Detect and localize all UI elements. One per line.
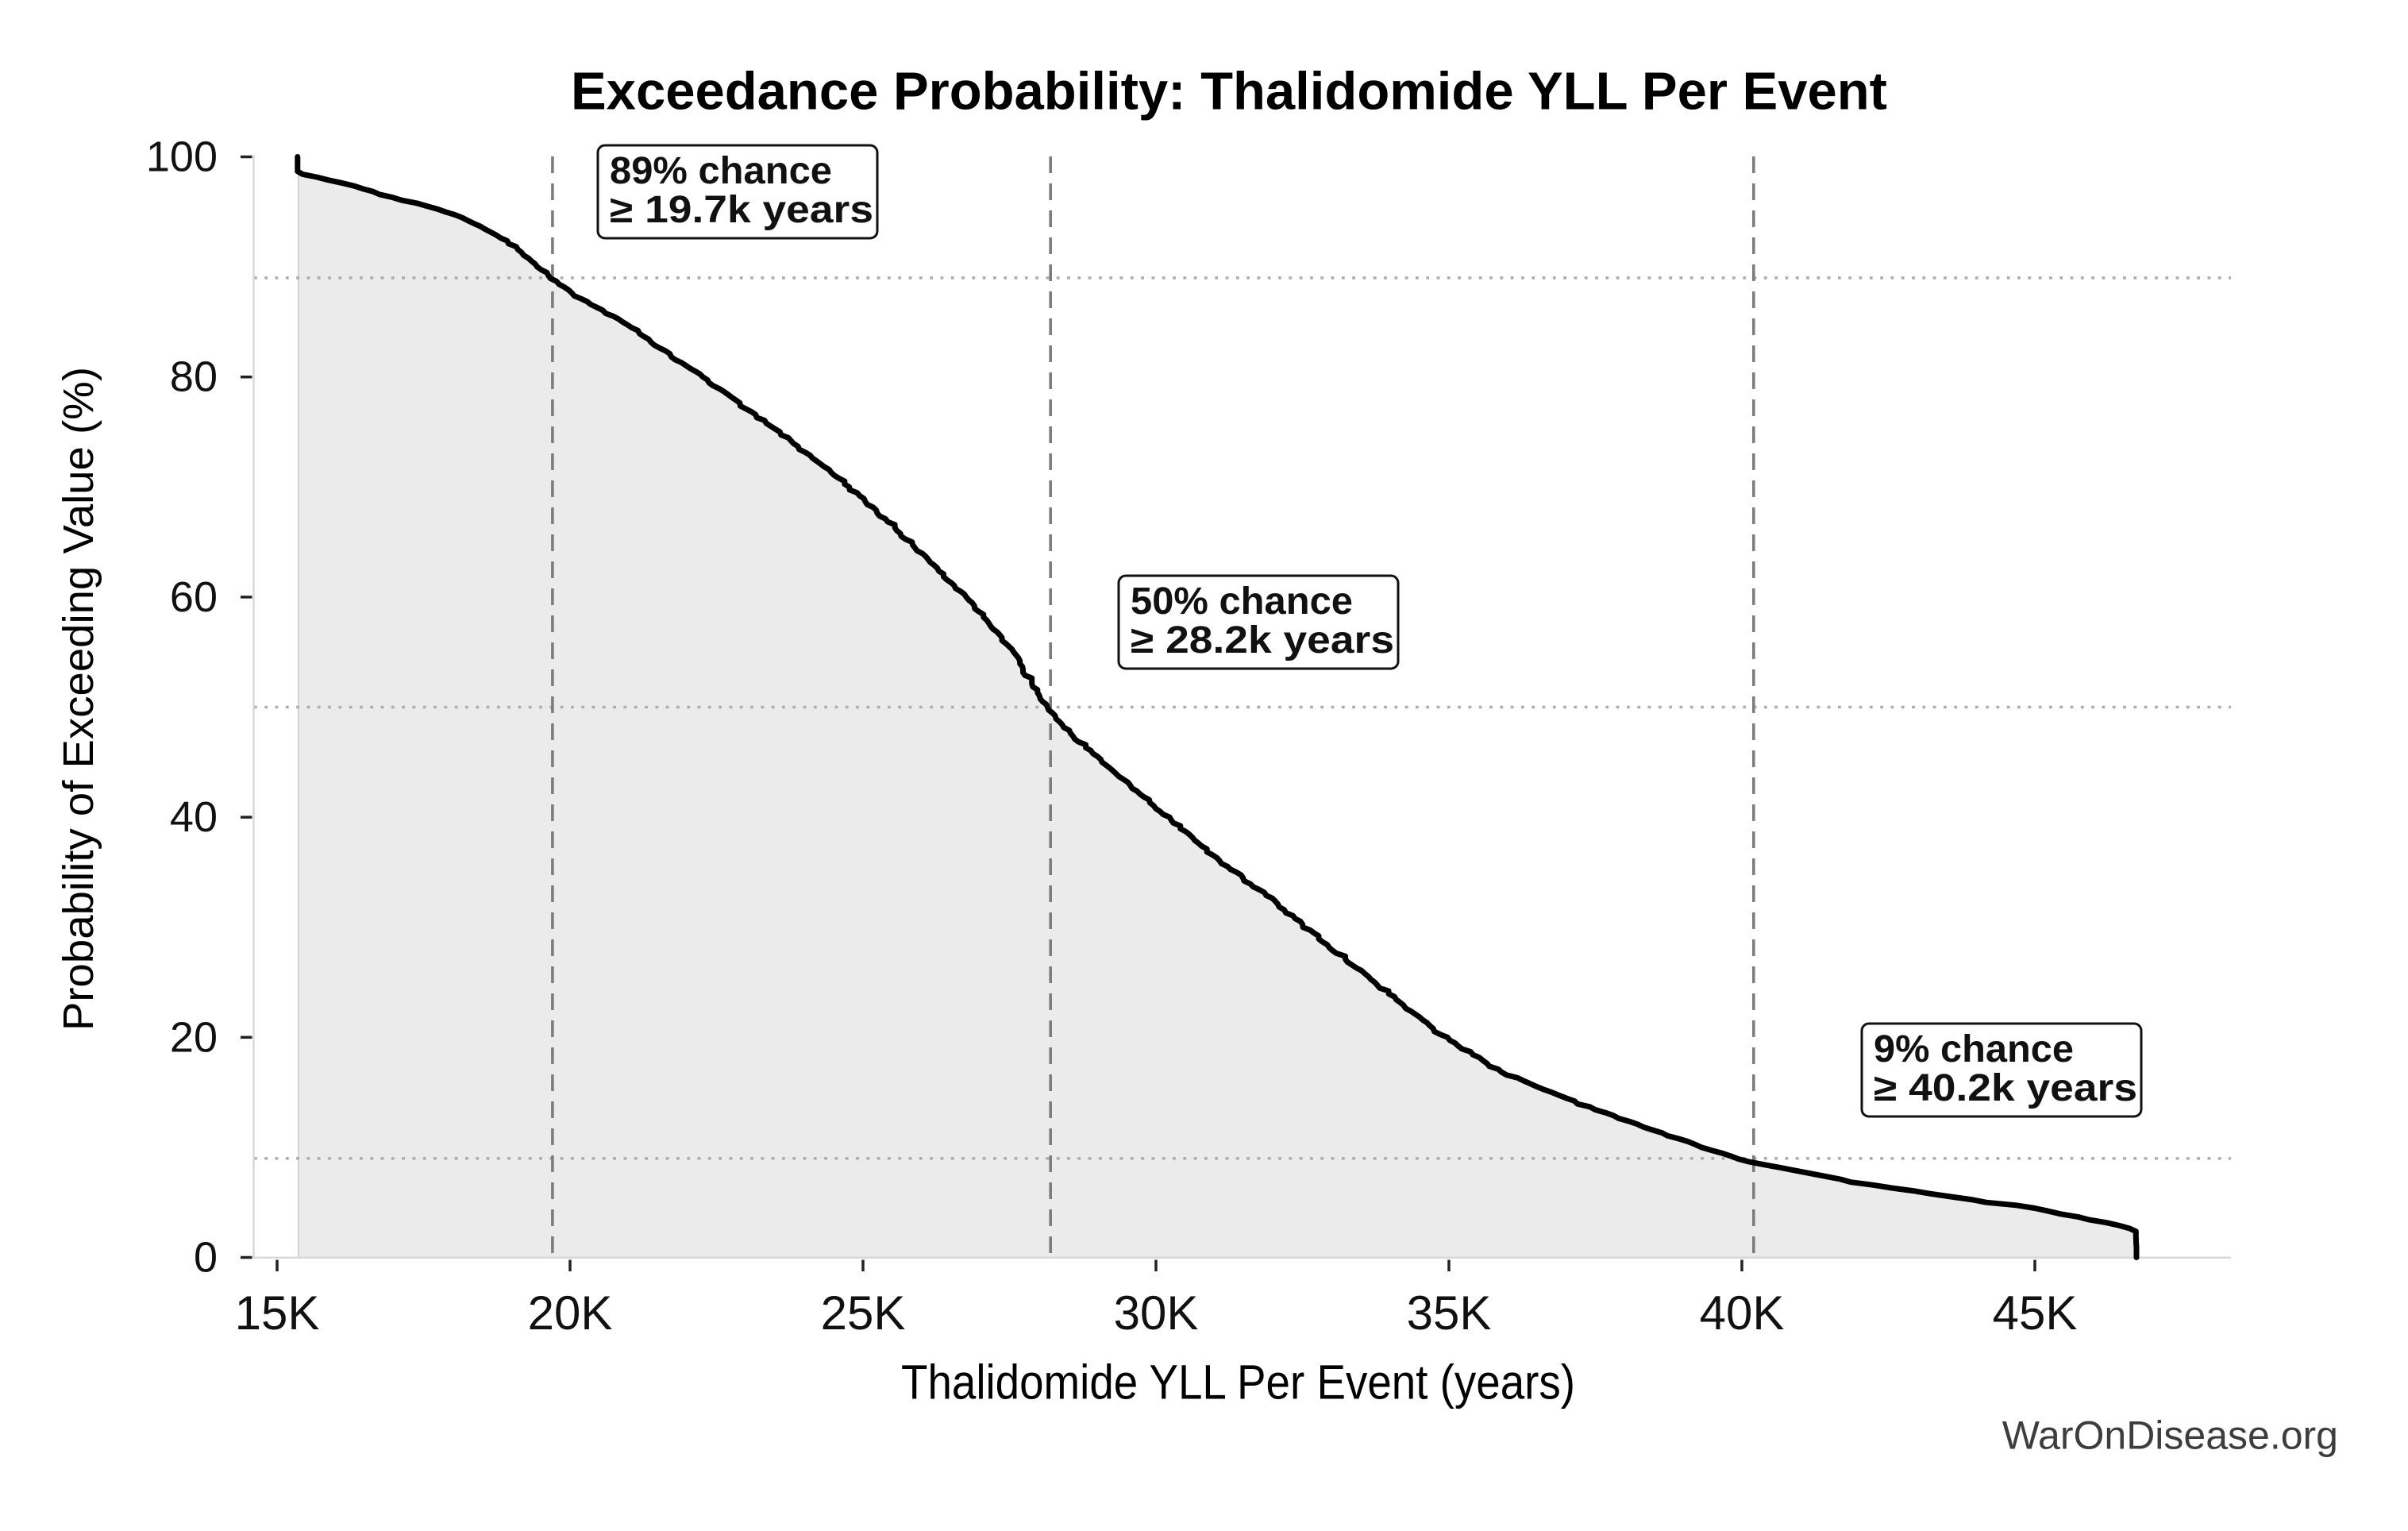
svg-text:WarOnDisease.org: WarOnDisease.org xyxy=(2002,1413,2338,1458)
svg-text:20: 20 xyxy=(170,1013,218,1061)
svg-text:Thalidomide YLL Per Event (yea: Thalidomide YLL Per Event (years) xyxy=(901,1356,1575,1410)
svg-text:50% chance: 50% chance xyxy=(1131,580,1353,623)
svg-text:25K: 25K xyxy=(821,1286,906,1340)
svg-text:Exceedance Probability: Thalid: Exceedance Probability: Thalidomide YLL … xyxy=(571,62,1887,121)
svg-text:0: 0 xyxy=(194,1234,218,1282)
svg-text:≥ 28.2k years: ≥ 28.2k years xyxy=(1131,619,1394,661)
svg-text:60: 60 xyxy=(170,573,218,621)
svg-text:Probability of Exceeding Value: Probability of Exceeding Value (%) xyxy=(55,367,102,1031)
svg-text:40: 40 xyxy=(170,793,218,841)
svg-text:30K: 30K xyxy=(1114,1286,1199,1340)
svg-text:89% chance: 89% chance xyxy=(610,150,832,192)
svg-text:≥ 40.2k years: ≥ 40.2k years xyxy=(1874,1067,2137,1109)
svg-text:45K: 45K xyxy=(1993,1286,2078,1340)
svg-text:80: 80 xyxy=(170,353,218,401)
svg-text:15K: 15K xyxy=(235,1286,320,1340)
svg-text:100: 100 xyxy=(146,133,218,181)
svg-text:35K: 35K xyxy=(1407,1286,1492,1340)
svg-text:9% chance: 9% chance xyxy=(1874,1028,2074,1070)
svg-text:≥ 19.7k years: ≥ 19.7k years xyxy=(610,189,873,231)
svg-text:20K: 20K xyxy=(528,1286,613,1340)
svg-text:40K: 40K xyxy=(1700,1286,1785,1340)
